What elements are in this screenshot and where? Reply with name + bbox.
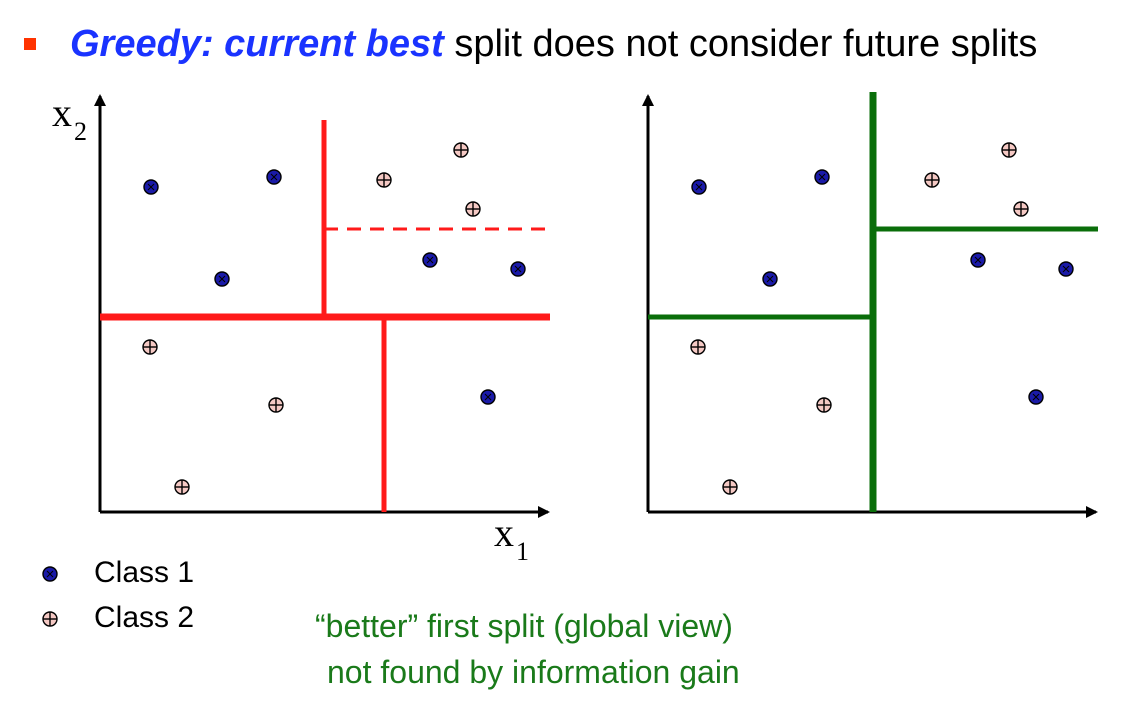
class-2-point	[453, 142, 469, 158]
class-1-point	[762, 271, 778, 287]
svg-text:x: x	[494, 510, 514, 555]
data-points-left	[142, 142, 526, 495]
class-1-point	[480, 389, 496, 405]
greedy-split-panel: x 2 x 1	[52, 90, 550, 566]
svg-text:x: x	[52, 90, 72, 135]
filled-dot-icon	[42, 566, 58, 582]
caption-line-1: “better” first split (global view)	[315, 608, 733, 644]
class-1-point	[691, 179, 707, 195]
class-1-point	[143, 179, 159, 195]
bullet-square-icon	[24, 38, 36, 50]
class-2-point	[268, 397, 284, 413]
svg-text:2: 2	[74, 117, 87, 146]
class-1-point	[214, 271, 230, 287]
class-1-point	[510, 261, 526, 277]
title-emphasis: Greedy: current best	[70, 23, 444, 65]
legend-label: Class 1	[94, 556, 195, 589]
class-1-point	[266, 169, 282, 185]
legend-label: Class 2	[94, 601, 195, 634]
class-2-point	[376, 172, 392, 188]
caption-line-2: not found by information gain	[327, 654, 740, 690]
class-1-point	[814, 169, 830, 185]
class-1-point	[1058, 261, 1074, 277]
class-2-point	[174, 479, 190, 495]
legend-item-class-2: Class 2	[40, 598, 194, 638]
x-axis-label: x 1	[494, 510, 529, 566]
svg-text:1: 1	[516, 537, 529, 566]
better-split-panel	[642, 92, 1098, 518]
title-rest: split does not consider future splits	[443, 23, 1038, 65]
class-2-point	[690, 339, 706, 355]
class-2-point	[142, 339, 158, 355]
y-axis-label: x 2	[52, 90, 87, 146]
class-2-point	[924, 172, 940, 188]
slide-title: Greedy: current best split does not cons…	[24, 16, 1037, 72]
class-2-point	[465, 201, 481, 217]
class-2-point	[1013, 201, 1029, 217]
class-2-point	[816, 397, 832, 413]
class-2-point	[1001, 142, 1017, 158]
class-1-point	[422, 252, 438, 268]
legend-item-class-1: Class 1	[40, 553, 194, 593]
class-1-point	[1028, 389, 1044, 405]
class-1-point	[970, 252, 986, 268]
data-points-right	[690, 142, 1074, 495]
class-2-point	[722, 479, 738, 495]
circle-plus-icon	[42, 611, 58, 627]
